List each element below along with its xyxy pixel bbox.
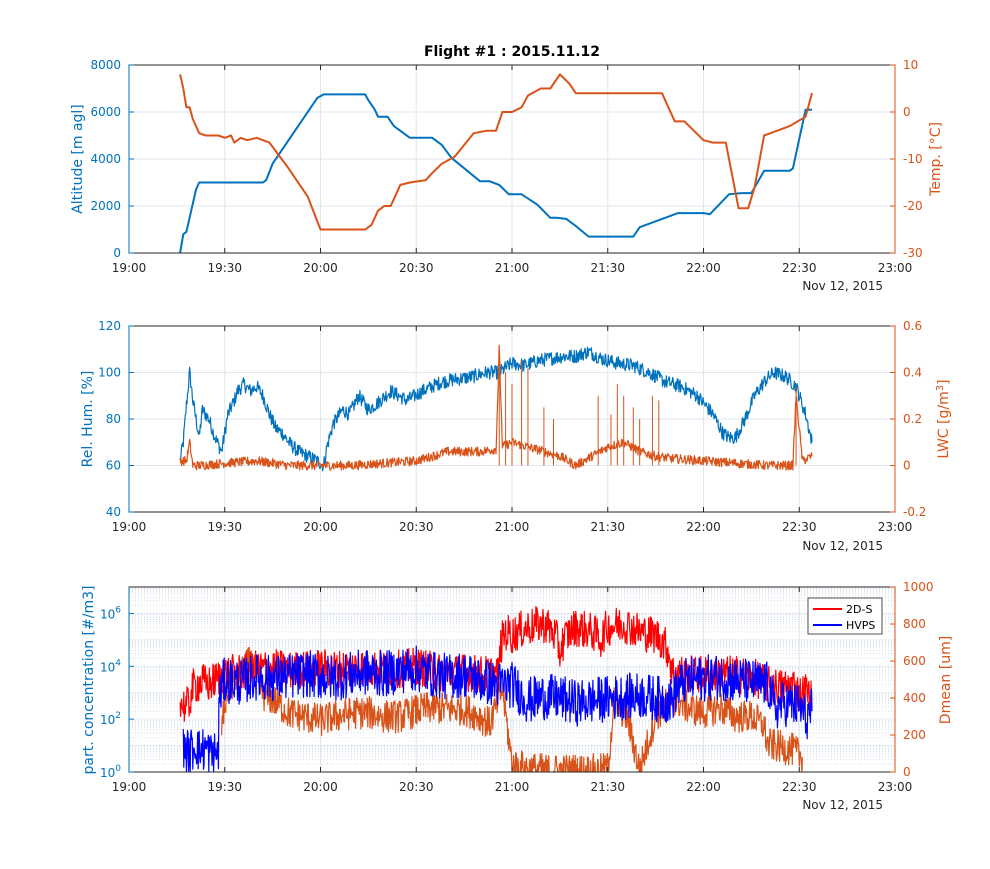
altitude-axis-label: Altitude [m agl] bbox=[70, 104, 86, 214]
x-tick-label: 20:30 bbox=[399, 780, 434, 794]
x-tick-label: 19:30 bbox=[207, 780, 242, 794]
x-tick-label: 21:30 bbox=[590, 780, 625, 794]
axes-1: 19:00 19:30 20:00 20:30 21:00 21:30 22:00 22:30… bbox=[90, 58, 922, 275]
x-tick-label: 20:30 bbox=[399, 520, 434, 534]
y-right-tick-label: -10 bbox=[903, 152, 923, 166]
y-left-tick-label: 100 bbox=[100, 764, 121, 780]
temperature-axis-label: Temp. [°C] bbox=[928, 122, 944, 197]
x-tick-label: 22:30 bbox=[782, 261, 817, 275]
y-right-tick-label: 0.4 bbox=[903, 366, 922, 380]
axes-3: 19:00 19:30 20:00 20:30 21:00 21:30 22:00 22:30… bbox=[100, 580, 934, 794]
x-tick-label: 22:00 bbox=[686, 780, 721, 794]
x-tick-label: 19:30 bbox=[207, 261, 242, 275]
x-tick-label: 21:00 bbox=[495, 780, 530, 794]
y-left-tick-label: 40 bbox=[106, 505, 121, 519]
y-right-tick-label: 0 bbox=[903, 765, 911, 779]
y-right-tick-label: 1000 bbox=[903, 580, 934, 594]
axes-2: 19:00 19:30 20:00 20:30 21:00 21:30 22:00 22:30… bbox=[98, 319, 926, 534]
x-tick-label: 21:30 bbox=[590, 261, 625, 275]
chart-title: Flight #1 : 2015.11.12 bbox=[424, 44, 600, 60]
series-layer-1 bbox=[179, 73, 813, 253]
legend: 2D-S HVPS bbox=[807, 597, 883, 635]
x-tick-label: 22:00 bbox=[686, 520, 721, 534]
x-tick-label: 19:00 bbox=[112, 520, 147, 534]
x-tick-label: 19:30 bbox=[207, 520, 242, 534]
y-left-tick-label: 100 bbox=[98, 366, 121, 380]
date-label-3: Nov 12, 2015 bbox=[802, 798, 883, 812]
left-axis-series-line bbox=[179, 93, 812, 253]
y-left-tick-label: 106 bbox=[100, 605, 121, 621]
x-tick-label: 19:00 bbox=[112, 261, 147, 275]
x-tick-label: 21:30 bbox=[590, 520, 625, 534]
hvps-series-line bbox=[182, 645, 813, 772]
lwc-axis-label-sup: 3 bbox=[935, 385, 946, 391]
y-left-tick-label: 4000 bbox=[90, 152, 121, 166]
y-right-tick-label: 0.6 bbox=[903, 319, 922, 333]
dmean-axis-label: Dmean [um] bbox=[938, 636, 954, 724]
series-layer-2 bbox=[179, 344, 813, 472]
y-left-tick-label: 6000 bbox=[90, 105, 121, 119]
y-left-tick-label: 102 bbox=[100, 711, 121, 727]
x-tick-label: 20:00 bbox=[303, 261, 338, 275]
x-tick-label: 23:00 bbox=[878, 261, 913, 275]
y-left-tick-label: 8000 bbox=[90, 58, 121, 72]
x-tick-label: 21:00 bbox=[495, 261, 530, 275]
y-left-tick-label: 120 bbox=[98, 319, 121, 333]
y-right-tick-label: 200 bbox=[903, 728, 926, 742]
panel-altitude-temperature: 19:00 19:30 20:00 20:30 21:00 21:30 22:00 22:30… bbox=[70, 44, 944, 293]
y-right-tick-label: -30 bbox=[903, 246, 923, 260]
right-axis-series-line bbox=[179, 344, 813, 471]
date-label-1: Nov 12, 2015 bbox=[802, 279, 883, 293]
x-tick-label: 19:00 bbox=[112, 780, 147, 794]
panel-particles: 19:00 19:30 20:00 20:30 21:00 21:30 22:00 22:30… bbox=[81, 580, 954, 812]
y-right-tick-label: 0.2 bbox=[903, 412, 922, 426]
y-right-tick-label: 0 bbox=[903, 105, 911, 119]
x-tick-label: 20:00 bbox=[303, 520, 338, 534]
date-label-2: Nov 12, 2015 bbox=[802, 539, 883, 553]
y-left-tick-label: 104 bbox=[100, 658, 121, 674]
y-left-tick-label: 60 bbox=[106, 459, 121, 473]
lwc-axis-label-main: LWC [g/m bbox=[936, 391, 952, 458]
y-right-tick-label: 800 bbox=[903, 617, 926, 631]
lwc-axis-label: LWC [g/m3] bbox=[935, 379, 952, 458]
y-right-tick-label: 400 bbox=[903, 691, 926, 705]
x-tick-label: 22:30 bbox=[782, 520, 817, 534]
lwc-axis-label-end: ] bbox=[936, 379, 952, 384]
right-axis-series-line bbox=[179, 73, 813, 231]
y-left-tick-label: 80 bbox=[106, 412, 121, 426]
x-tick-label: 20:30 bbox=[399, 261, 434, 275]
left-axis-series-line bbox=[179, 346, 813, 472]
legend-2ds-label: 2D-S bbox=[846, 603, 872, 616]
x-tick-label: 23:00 bbox=[878, 520, 913, 534]
legend-box bbox=[807, 597, 883, 635]
y-right-tick-label: 0 bbox=[903, 459, 911, 473]
y-left-tick-label: 0 bbox=[113, 246, 121, 260]
x-tick-label: 21:00 bbox=[495, 520, 530, 534]
y-right-tick-label: 10 bbox=[903, 58, 918, 72]
x-tick-label: 22:00 bbox=[686, 261, 721, 275]
y-right-tick-label: 600 bbox=[903, 654, 926, 668]
x-tick-label: 23:00 bbox=[878, 780, 913, 794]
y-right-tick-label: -0.2 bbox=[903, 505, 926, 519]
x-tick-label: 22:30 bbox=[782, 780, 817, 794]
panel-humidity-lwc: 19:00 19:30 20:00 20:30 21:00 21:30 22:00 22:30… bbox=[80, 319, 952, 553]
concentration-axis-label: part. concentration [#/m3] bbox=[81, 586, 97, 775]
y-right-tick-label: -20 bbox=[903, 199, 923, 213]
y-left-tick-label: 2000 bbox=[90, 199, 121, 213]
legend-hvps-label: HVPS bbox=[846, 619, 875, 632]
x-tick-label: 20:00 bbox=[303, 780, 338, 794]
humidity-axis-label: Rel. Hum. [%] bbox=[80, 371, 96, 468]
